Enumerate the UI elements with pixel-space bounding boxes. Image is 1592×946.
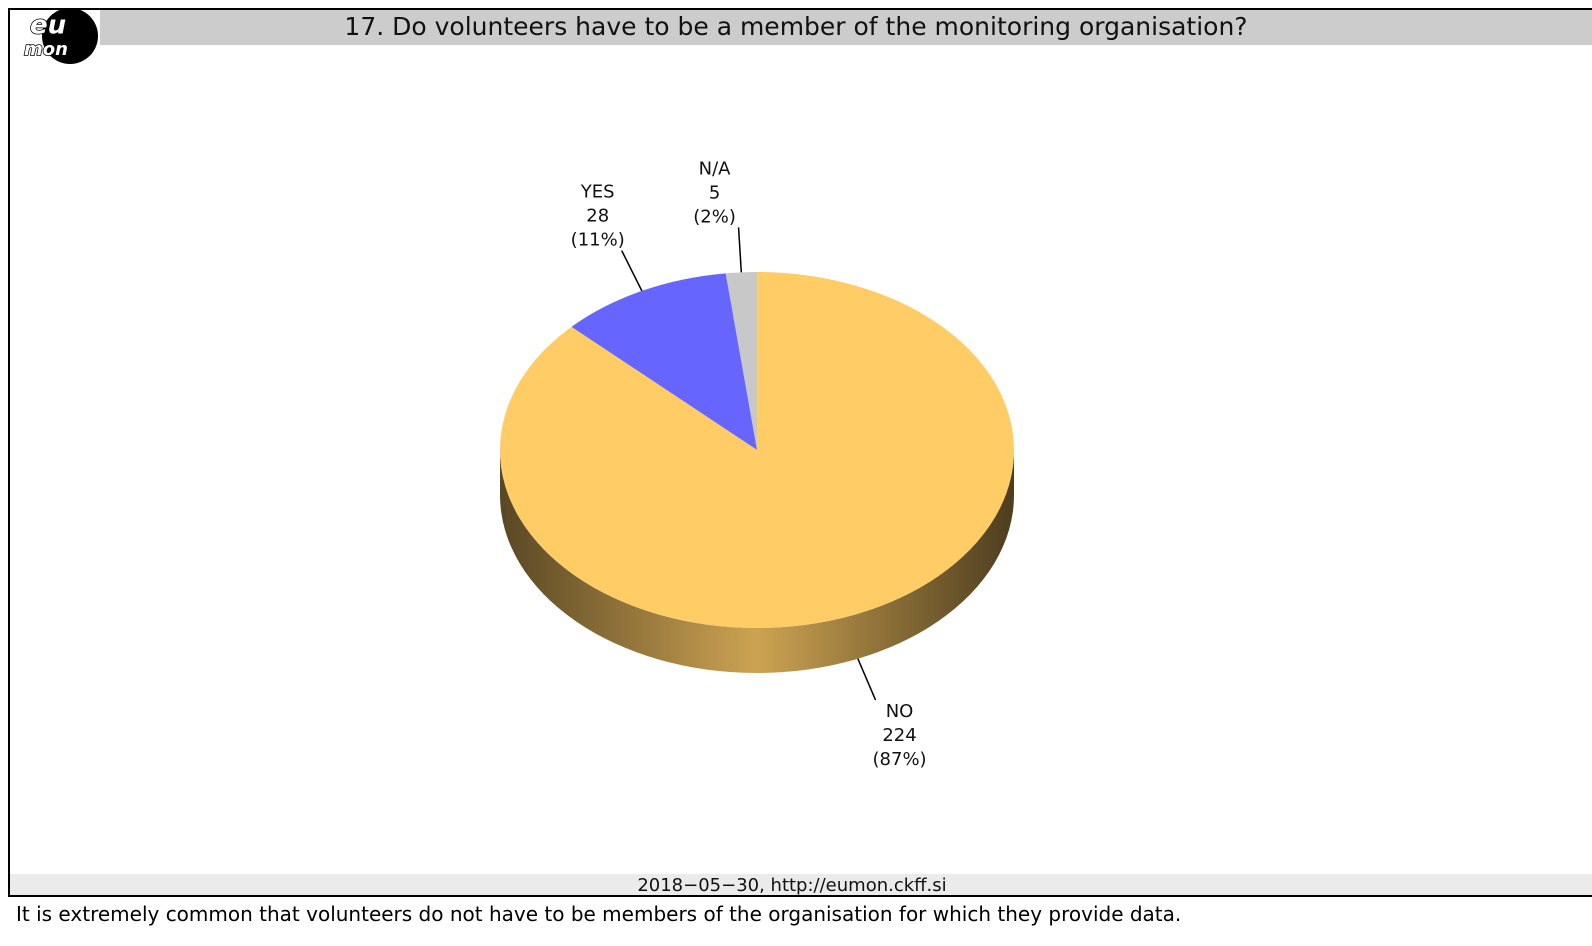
logo-text: mon [24,39,68,60]
slice [725,272,757,450]
percent-label: (87%) [873,749,927,770]
slice [571,273,757,450]
value-label: 224 [882,725,916,746]
value-label: 28 [586,206,609,227]
slice-label: NO [886,701,914,722]
title-bar [100,10,1592,45]
slice-label: N/A [699,158,732,179]
chart-title: 17. Do volunteers have to be a member of… [344,12,1247,41]
percent-label: (11%) [571,230,625,251]
chart: eu mon 17. Do volunteers have to be a me… [8,8,1592,897]
slice-label: YES [580,182,615,203]
percent-label: (2%) [693,206,736,227]
logo-circle [42,8,98,64]
caption: It is extremely common that volunteers d… [16,902,1182,926]
footer-bar [10,874,1592,895]
slice [500,272,1015,628]
footer: 2018−05−30, http://eumon.ckff.si [637,875,946,896]
logo-text: eu [30,11,66,41]
value-label: 5 [709,182,720,203]
leader-line [737,227,743,273]
leader-line [621,250,643,292]
slice-side [500,450,1014,673]
leader-line [857,658,877,701]
